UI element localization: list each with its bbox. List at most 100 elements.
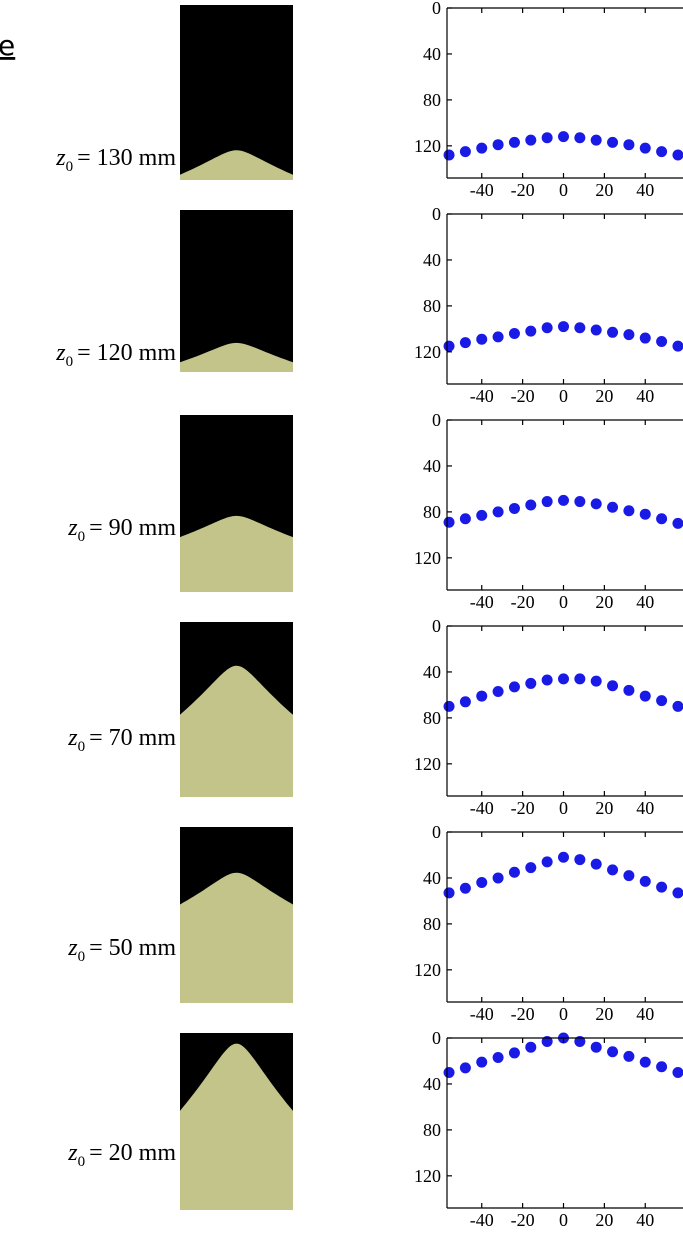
data-point <box>541 496 553 508</box>
data-point <box>607 326 619 338</box>
x-tick-label: 40 <box>636 386 654 406</box>
label-variable: z <box>55 145 66 171</box>
data-point <box>574 673 586 685</box>
x-tick-label: 40 <box>636 798 654 818</box>
y-tick-label: 0 <box>432 1028 441 1048</box>
data-point <box>672 887 683 899</box>
y-tick-label: 0 <box>432 0 441 18</box>
data-point <box>476 509 488 521</box>
x-tick-label: 20 <box>595 180 613 200</box>
x-tick-label: -20 <box>511 386 535 406</box>
x-tick-label: 0 <box>559 1210 568 1230</box>
photo-sand <box>180 665 293 797</box>
data-point <box>476 877 488 889</box>
photo-sand <box>180 342 293 372</box>
data-point <box>508 136 520 148</box>
data-point <box>492 331 504 343</box>
data-point <box>623 1050 635 1062</box>
y-tick-label: 120 <box>414 960 441 980</box>
row-label: z0 = 130 mm <box>55 145 176 175</box>
x-tick-label: 20 <box>595 798 613 818</box>
x-tick-label: 0 <box>559 1004 568 1024</box>
data-point <box>672 149 683 161</box>
data-point <box>525 325 537 337</box>
panel-label: e <box>0 29 15 62</box>
data-point <box>476 333 488 345</box>
x-tick-label: -20 <box>511 592 535 612</box>
x-tick-label: 0 <box>559 180 568 200</box>
x-tick-label: 20 <box>595 592 613 612</box>
y-tick-label: 120 <box>414 342 441 362</box>
data-point <box>541 674 553 686</box>
data-point <box>459 337 471 349</box>
y-tick-label: 40 <box>423 456 441 476</box>
data-point <box>623 870 635 882</box>
data-point <box>656 695 668 707</box>
data-point <box>443 700 455 712</box>
x-tick-label: 40 <box>636 180 654 200</box>
data-point <box>443 149 455 161</box>
data-point <box>590 324 602 336</box>
x-tick-label: -40 <box>470 386 494 406</box>
data-point <box>656 336 668 347</box>
data-point <box>541 132 553 144</box>
data-point <box>590 858 602 870</box>
y-tick-label: 40 <box>423 1074 441 1094</box>
data-point <box>607 1046 619 1058</box>
data-point <box>639 875 651 887</box>
x-tick-label: 20 <box>595 1004 613 1024</box>
data-point <box>672 700 683 712</box>
photo-sand <box>180 150 293 180</box>
data-point <box>623 505 635 517</box>
label-text: = 90 mm <box>89 515 176 541</box>
data-point <box>492 506 504 518</box>
label-text: = 50 mm <box>89 935 176 961</box>
data-point <box>508 327 520 339</box>
label-text: = 120 mm <box>77 340 176 366</box>
y-tick-label: 80 <box>423 914 441 934</box>
data-point <box>541 322 553 334</box>
row-label: z0 = 90 mm <box>67 515 176 545</box>
data-point <box>443 516 455 528</box>
x-tick-label: -20 <box>511 180 535 200</box>
y-tick-label: 80 <box>423 90 441 110</box>
x-tick-label: 40 <box>636 1004 654 1024</box>
x-tick-label: -20 <box>511 1004 535 1024</box>
data-point <box>443 887 455 899</box>
data-point <box>492 685 504 697</box>
x-tick-label: -20 <box>511 1210 535 1230</box>
label-variable: z <box>67 1140 78 1166</box>
data-point <box>639 1056 651 1068</box>
label-text: = 20 mm <box>89 1140 176 1166</box>
data-point <box>492 139 504 151</box>
x-tick-label: 20 <box>595 386 613 406</box>
data-point <box>607 680 619 692</box>
data-point <box>459 882 471 894</box>
row-label: z0 = 120 mm <box>55 340 176 370</box>
data-point <box>607 864 619 876</box>
label-subscript: 0 <box>78 1154 86 1170</box>
label-subscript: 0 <box>78 949 86 965</box>
y-tick-label: 0 <box>432 204 441 224</box>
label-variable: z <box>55 340 66 366</box>
data-point <box>459 1062 471 1074</box>
data-point <box>525 677 537 689</box>
y-tick-label: 120 <box>414 754 441 774</box>
data-point <box>656 881 668 893</box>
label-variable: z <box>67 725 78 751</box>
row-label: z0 = 70 mm <box>67 725 176 755</box>
x-tick-label: -40 <box>470 1210 494 1230</box>
data-point <box>459 696 471 708</box>
y-tick-label: 40 <box>423 868 441 888</box>
data-point <box>574 854 586 866</box>
photo-sand <box>180 1043 293 1210</box>
data-point <box>508 1047 520 1059</box>
data-point <box>508 681 520 693</box>
data-point <box>623 139 635 151</box>
x-tick-label: -40 <box>470 592 494 612</box>
y-tick-label: 0 <box>432 410 441 430</box>
x-tick-label: 40 <box>636 592 654 612</box>
data-point <box>443 340 455 352</box>
